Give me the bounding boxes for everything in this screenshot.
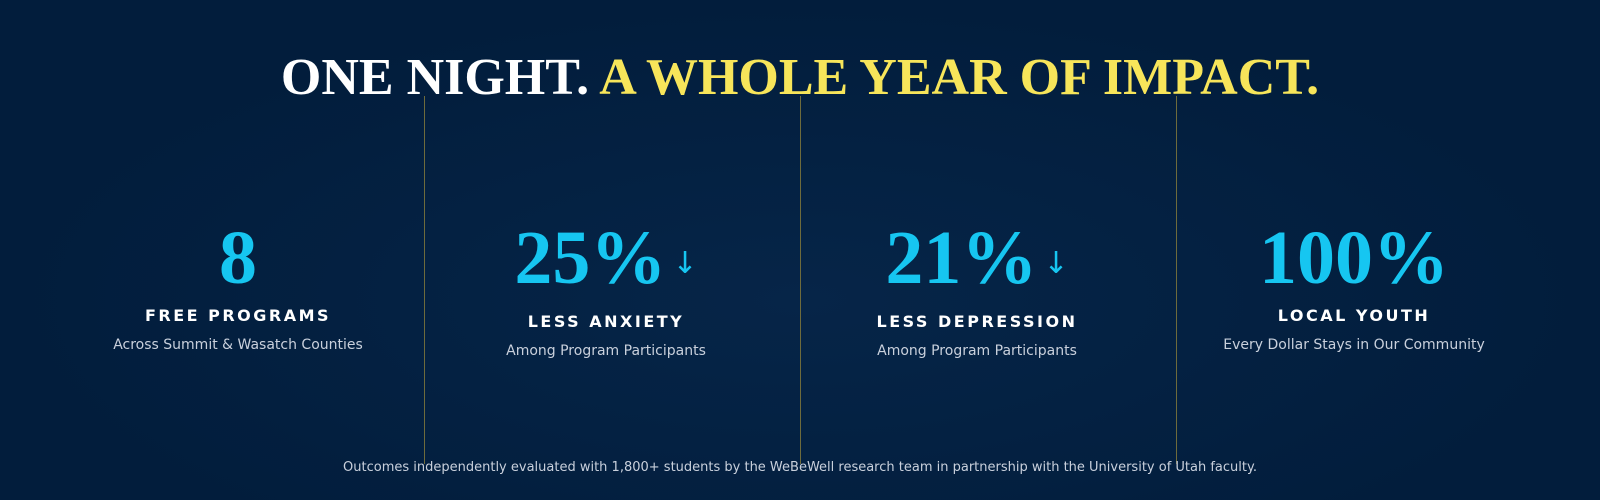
stat-label: LESS DEPRESSION (876, 312, 1078, 331)
title: ONE NIGHT. A WHOLE YEAR OF IMPACT. (0, 48, 1600, 108)
stat-value-row: 8 (48, 218, 428, 298)
stat: 8 FREE PROGRAMS Across Summit & Wasatch Co… (48, 218, 428, 353)
divider (424, 96, 425, 464)
stat-value-row: 21% ↓ (787, 218, 1167, 304)
footer-note: Outcomes independently evaluated with 1,… (343, 460, 1257, 475)
stat-sub: Across Summit & Wasatch Counties (113, 337, 363, 353)
stat-value-row: 25% ↓ (416, 218, 796, 304)
divider (1176, 96, 1177, 464)
stat-value-row: 100% (1164, 218, 1544, 298)
stat-sub: Every Dollar Stays in Our Community (1223, 337, 1485, 353)
stat: 21% ↓ LESS DEPRESSION Among Program Partici… (787, 218, 1167, 359)
title-white: ONE NIGHT. (280, 49, 590, 106)
stat-sub: Among Program Participants (506, 343, 706, 359)
stat-label: FREE PROGRAMS (144, 306, 332, 325)
stat-label: LOCAL YOUTH (1277, 306, 1431, 325)
stat-value: 21% (885, 216, 1038, 300)
stat-arrow: ↓ (672, 246, 698, 281)
title-yellow: A WHOLE YEAR OF IMPACT. (599, 49, 1320, 106)
stat-label: LESS ANXIETY (527, 312, 685, 331)
stat-value: 25% (514, 216, 667, 300)
divider (800, 96, 801, 464)
stat-arrow: ↓ (1043, 246, 1069, 281)
stat: 100% LOCAL YOUTH Every Dollar Stays in Our… (1164, 218, 1544, 353)
stat-value: 100% (1259, 216, 1449, 300)
stat: 25% ↓ LESS ANXIETY Among Program Participan… (416, 218, 796, 359)
stat-value: 8 (219, 216, 257, 300)
stat-sub: Among Program Participants (877, 343, 1077, 359)
